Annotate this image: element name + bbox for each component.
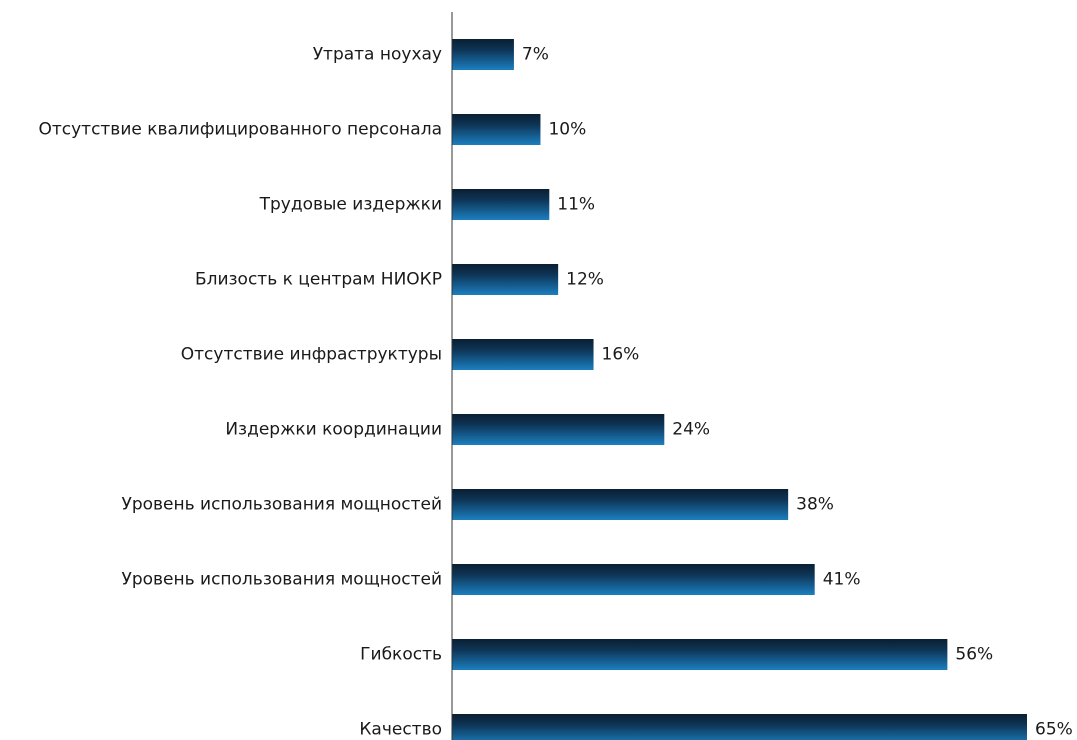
category-label-10: Качество [359,720,442,740]
category-label-9: Гибкость [360,645,442,665]
bar-5 [452,339,594,370]
value-label-1: 7% [522,45,549,65]
value-label-10: 65% [1035,720,1073,740]
bar-3 [452,189,550,220]
bar-7 [452,489,789,520]
category-label-2: Отсутствие квалифицированного персонала [38,120,442,140]
bar-4 [452,264,559,295]
category-labels: Утрата ноухау Отсутствие квалифицированно… [38,45,442,740]
value-label-5: 16% [602,345,640,365]
category-label-4: Близость к центрам НИОКР [195,270,442,290]
value-label-3: 11% [557,195,595,215]
value-label-6: 24% [672,420,710,440]
bar-8 [452,564,815,595]
value-labels: 7% 10% 11% 12% 16% 24% 38% 41% 56% 65% [522,45,1073,740]
bars-layer [452,39,1027,740]
bar-9 [452,639,948,670]
category-label-3: Трудовые издержки [259,195,442,215]
bar-10 [452,714,1027,740]
bar-1 [452,39,514,70]
value-label-4: 12% [566,270,604,290]
value-label-8: 41% [823,570,861,590]
value-label-9: 56% [955,645,993,665]
category-label-6: Издержки координации [225,420,442,440]
bar-6 [452,414,665,445]
category-label-8: Уровень использования мощностей [121,570,442,590]
category-label-7: Уровень использования мощностей [121,495,442,515]
bar-2 [452,114,541,145]
category-label-1: Утрата ноухау [313,45,442,65]
value-label-2: 10% [548,120,586,140]
category-label-5: Отсутствие инфраструктуры [181,345,442,365]
value-label-7: 38% [796,495,834,515]
